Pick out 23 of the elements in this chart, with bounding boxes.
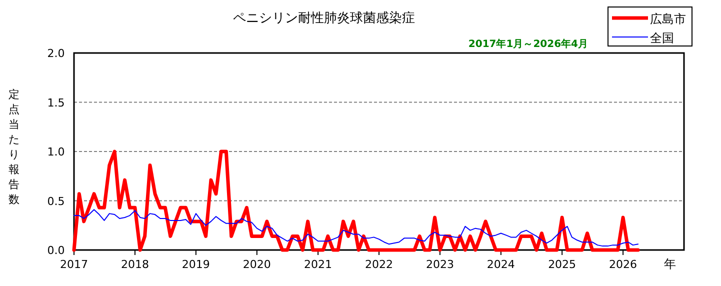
x-tick-label: 2024: [486, 258, 515, 271]
x-tick-label: 2021: [304, 258, 332, 271]
x-tick-label: 2023: [426, 258, 454, 271]
line-series: [72, 150, 640, 252]
legend-label: 広島市: [650, 12, 686, 26]
y-axis-title: 定点当たり報告数: [8, 88, 20, 206]
x-tick-label: 2022: [365, 258, 393, 271]
y-tick-label: 1.0: [47, 146, 65, 158]
x-tick-label: 2020: [242, 258, 271, 271]
x-tick-label: 2025: [548, 258, 576, 271]
y-tick-label: 0.5: [47, 194, 65, 208]
x-tick-label: 2026: [609, 258, 638, 271]
chart-subtitle: 2017年1月～2026年4月: [468, 38, 588, 50]
y-tick-label: 1.5: [47, 96, 65, 110]
line-series: [74, 209, 639, 247]
legend-label: 全国: [650, 31, 674, 45]
y-tick-label: 0.0: [47, 244, 65, 257]
x-axis-title: 年: [664, 257, 676, 271]
x-tick-label: 2018: [120, 258, 149, 271]
y-tick-label: 2.0: [47, 47, 65, 60]
chart-title: ペニシリン耐性肺炎球菌感染症: [233, 11, 415, 26]
x-tick-label: 2017: [60, 258, 88, 271]
x-tick-label: 2019: [182, 258, 210, 271]
